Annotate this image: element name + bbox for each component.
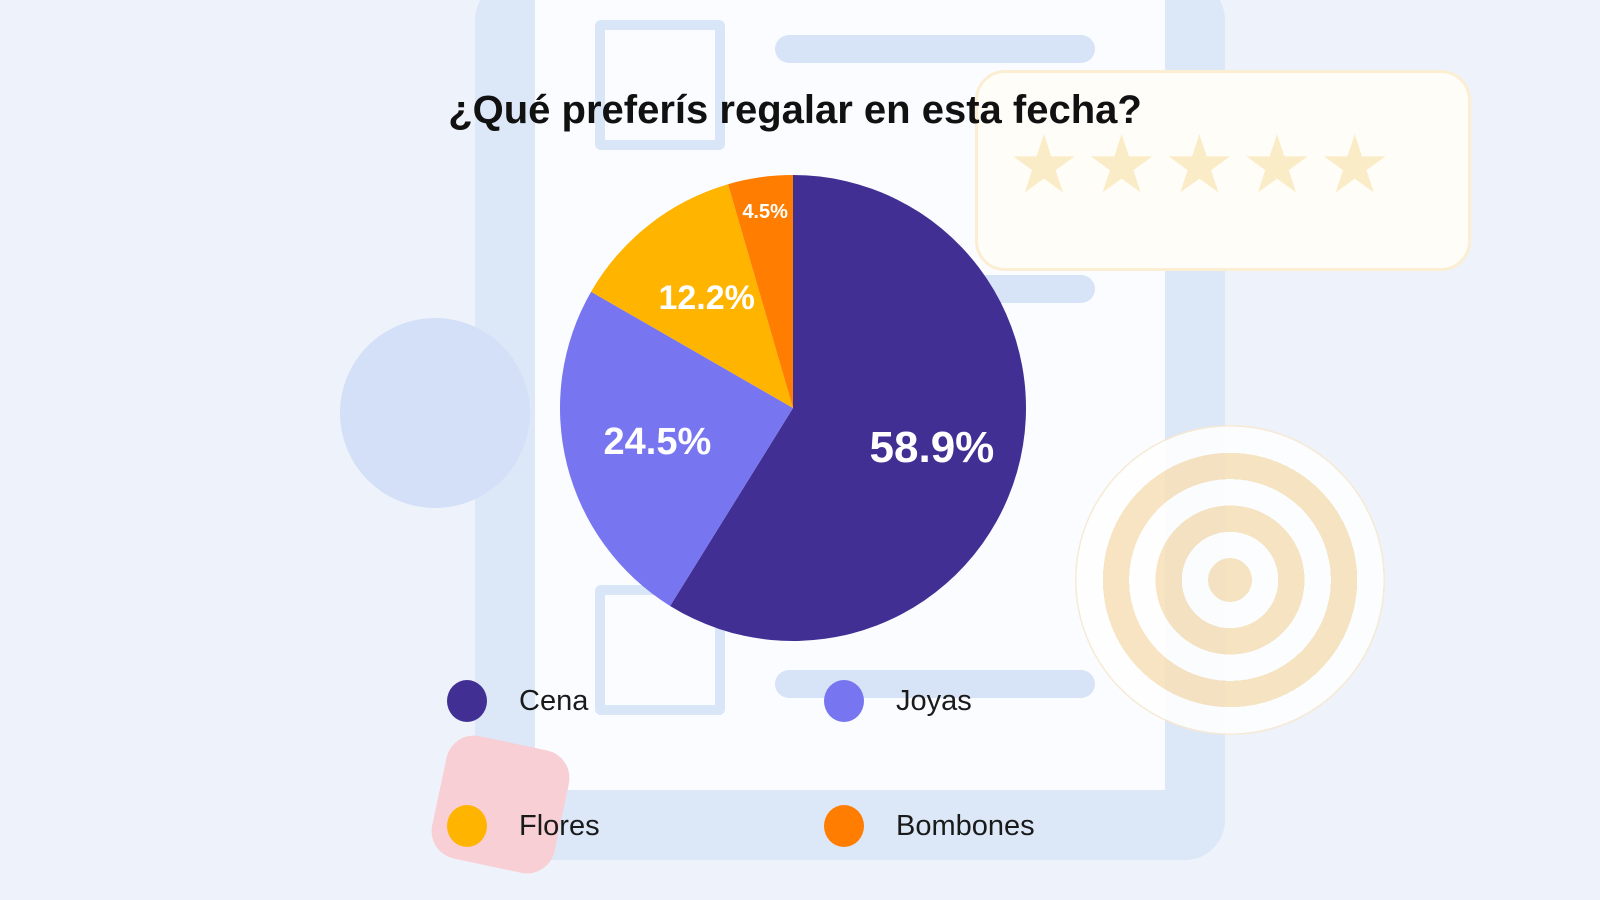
check-coin-decoration	[340, 318, 530, 508]
legend-swatch	[447, 805, 487, 847]
chart-title: ¿Qué preferís regalar en esta fecha?	[448, 88, 1142, 132]
checkbox-decoration	[595, 20, 725, 150]
pie-slice-joyas	[560, 291, 793, 606]
data-label-bombones: 4.5%	[742, 201, 788, 223]
pie-slice-flores	[591, 184, 793, 408]
legend-item-cena: Cena	[447, 680, 588, 722]
legend-label: Cena	[519, 684, 589, 717]
legend-item-bombones: Bombones	[824, 805, 1035, 847]
legend-label: Flores	[519, 809, 600, 842]
data-label-cena: 58.9%	[870, 423, 995, 472]
legend-label: Joyas	[896, 684, 972, 717]
target-decoration	[1075, 425, 1385, 735]
legend-label: Bombones	[896, 809, 1035, 842]
pie-slice-bombones	[728, 175, 793, 408]
legend-swatch	[447, 680, 487, 722]
rating-bubble-decoration: ★★★★★	[975, 70, 1471, 271]
stars-icon: ★★★★★	[1008, 120, 1397, 209]
data-label-flores: 12.2%	[658, 279, 754, 317]
legend-swatch	[824, 680, 864, 722]
data-label-joyas: 24.5%	[604, 421, 712, 463]
legend-item-flores: Flores	[447, 805, 600, 847]
pie-slice-cena	[670, 175, 1026, 641]
legend-item-joyas: Joyas	[824, 680, 972, 722]
legend-swatch	[824, 805, 864, 847]
line-decoration	[775, 35, 1095, 63]
